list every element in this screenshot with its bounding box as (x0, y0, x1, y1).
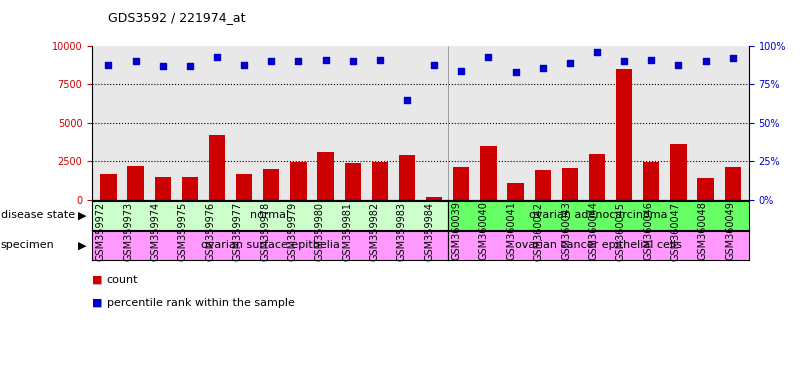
Bar (127, 166, 143, 200)
Text: GSM360046: GSM360046 (643, 202, 653, 260)
Text: ■: ■ (92, 275, 103, 285)
Point (102, 61, 115, 68)
Bar (562, 168, 578, 200)
Text: ▶: ▶ (78, 210, 87, 220)
Text: percentile rank within the sample: percentile rank within the sample (107, 298, 295, 308)
Text: disease state: disease state (1, 210, 75, 220)
Text: GSM360040: GSM360040 (479, 202, 489, 260)
Text: ▶: ▶ (78, 240, 87, 250)
Text: count: count (107, 275, 138, 285)
Bar (426, 197, 442, 200)
Text: GSM360043: GSM360043 (561, 202, 571, 260)
Text: GSM359978: GSM359978 (260, 202, 270, 261)
Text: GSM359979: GSM359979 (288, 202, 297, 261)
Text: GDS3592 / 221974_at: GDS3592 / 221974_at (108, 11, 246, 24)
Text: GSM359976: GSM359976 (205, 202, 215, 261)
Text: ovarian cancer epithelial cells: ovarian cancer epithelial cells (515, 240, 682, 250)
Bar (399, 155, 415, 200)
Point (373, 57, 386, 63)
Text: GSM360041: GSM360041 (506, 202, 517, 260)
Text: GSM360042: GSM360042 (533, 202, 544, 261)
Text: GSM359974: GSM359974 (151, 202, 160, 261)
Point (536, 65, 549, 71)
Text: GSM359977: GSM359977 (232, 202, 243, 261)
Point (699, 58, 712, 65)
Point (211, 54, 223, 60)
Bar (589, 154, 605, 200)
Text: GSM359981: GSM359981 (342, 202, 352, 261)
Bar (698, 178, 714, 200)
Text: GSM360039: GSM360039 (452, 202, 461, 260)
Text: GSM359983: GSM359983 (396, 202, 407, 261)
Text: GSM360048: GSM360048 (698, 202, 708, 260)
Bar (100, 174, 116, 200)
Bar (209, 135, 225, 200)
Text: ovarian adenocarcinoma: ovarian adenocarcinoma (529, 210, 668, 220)
Text: GSM360047: GSM360047 (670, 202, 681, 261)
Text: ■: ■ (92, 298, 103, 308)
Bar (725, 167, 741, 200)
Bar (290, 162, 307, 200)
Text: GSM359982: GSM359982 (369, 202, 380, 261)
Point (618, 58, 630, 65)
Point (428, 61, 441, 68)
Text: GSM359972: GSM359972 (96, 202, 106, 261)
Bar (182, 177, 198, 200)
Bar (344, 163, 360, 200)
Bar (236, 174, 252, 200)
Text: ovarian surface epithelia: ovarian surface epithelia (200, 240, 340, 250)
Point (156, 63, 169, 69)
Bar (616, 69, 632, 200)
Point (672, 61, 685, 68)
Point (509, 69, 522, 75)
Point (319, 57, 332, 63)
Point (292, 58, 305, 65)
Point (129, 58, 142, 65)
Text: specimen: specimen (1, 240, 54, 250)
Point (238, 61, 251, 68)
Bar (372, 162, 388, 200)
Point (183, 63, 196, 69)
Point (482, 54, 495, 60)
Text: normal: normal (251, 210, 290, 220)
Point (400, 97, 413, 103)
Text: GSM360049: GSM360049 (725, 202, 735, 260)
Bar (317, 152, 334, 200)
Text: GSM359984: GSM359984 (425, 202, 434, 261)
Text: GSM359980: GSM359980 (315, 202, 324, 261)
Point (563, 60, 576, 66)
Bar (155, 177, 171, 200)
Text: GSM360044: GSM360044 (589, 202, 598, 260)
Text: GSM360045: GSM360045 (616, 202, 626, 261)
Bar (534, 170, 551, 200)
Bar (643, 162, 659, 200)
Bar (507, 183, 524, 200)
Bar (481, 146, 497, 200)
Point (455, 68, 468, 74)
Bar (670, 144, 686, 200)
Bar (263, 169, 280, 200)
Point (265, 58, 278, 65)
Bar (453, 167, 469, 200)
Point (590, 49, 603, 55)
Text: GSM359975: GSM359975 (178, 202, 188, 261)
Point (645, 57, 658, 63)
Point (346, 58, 359, 65)
Point (727, 55, 739, 61)
Text: GSM359973: GSM359973 (123, 202, 133, 261)
